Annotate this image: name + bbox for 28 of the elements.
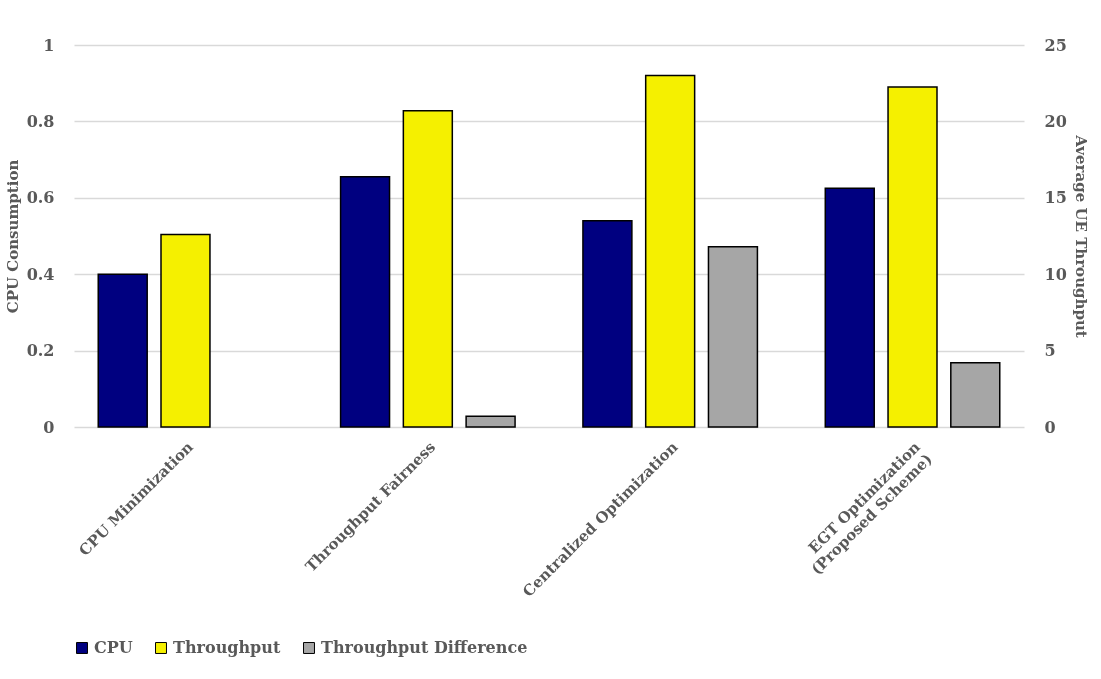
y-tick-label: 0.8 bbox=[26, 111, 55, 131]
legend-label: Throughput Difference bbox=[321, 638, 528, 657]
bar bbox=[402, 109, 454, 428]
y-tick-label: 0.2 bbox=[26, 341, 55, 361]
y-tick-label: 1 bbox=[43, 35, 55, 55]
y2-tick-label: 10 bbox=[1044, 264, 1067, 284]
y-tick-label: 0.6 bbox=[26, 188, 55, 208]
y2-axis-title: Average UE Throughput bbox=[1071, 134, 1090, 338]
bar bbox=[950, 362, 1001, 428]
bar bbox=[465, 415, 516, 428]
y2-tick-label: 20 bbox=[1044, 111, 1067, 131]
y2-tick-label: 25 bbox=[1044, 35, 1067, 55]
y2-tick-label: 5 bbox=[1044, 341, 1056, 361]
bar bbox=[644, 74, 696, 428]
y2-tick-label: 0 bbox=[1044, 417, 1056, 437]
bar bbox=[887, 86, 938, 428]
bar bbox=[582, 219, 633, 428]
legend-label: CPU bbox=[94, 638, 133, 657]
bar bbox=[339, 176, 391, 428]
y2-tick-label: 15 bbox=[1044, 188, 1067, 208]
bar bbox=[97, 273, 148, 428]
y-tick-label: 0 bbox=[43, 417, 55, 437]
y-tick-label: 0.4 bbox=[26, 264, 55, 284]
bar bbox=[707, 245, 759, 428]
bar bbox=[160, 233, 211, 428]
y-axis-title: CPU Consumption bbox=[3, 159, 22, 314]
bar bbox=[824, 187, 875, 428]
legend-label: Throughput bbox=[173, 638, 281, 657]
